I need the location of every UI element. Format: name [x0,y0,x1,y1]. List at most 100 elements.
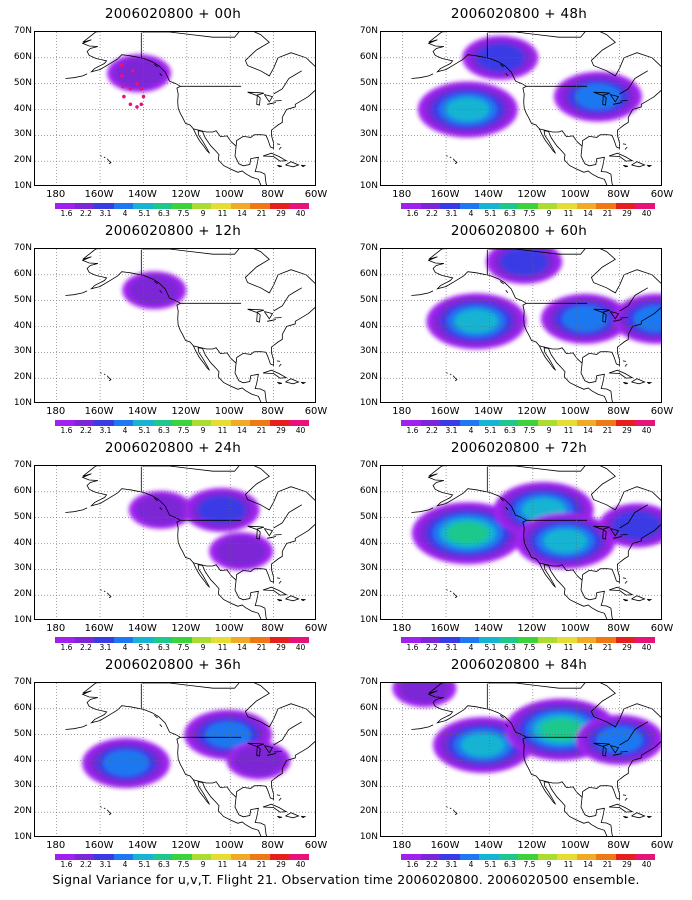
variance-field [411,481,661,569]
colorbar-swatch [401,203,421,209]
panel-title: 2006020800 + 48h [450,6,588,22]
lat-tick-label: 50N [13,728,32,739]
variance-contour [129,275,180,306]
lon-tick-label: 80W [607,406,630,417]
colorbar-label: 1.6 [60,426,73,435]
border-line [500,714,504,719]
border-line [624,363,628,367]
border-line [276,143,281,145]
colorbar-swatch [479,203,499,209]
border-line [500,63,504,68]
colorbar-swatch [250,854,270,860]
variance-contour [197,495,246,524]
border-line [620,317,628,319]
colorbar-swatch [498,637,518,643]
border-line [602,529,607,540]
border-line [106,592,112,599]
colorbar-label: 14 [237,860,247,869]
colorbar-label: 21 [256,209,267,218]
border-line [505,290,509,294]
lat-tick-label: 10N [13,615,32,625]
border-line [263,745,274,754]
lon-tick-label: 80W [607,840,630,851]
colorbar-swatch [250,637,270,643]
colorbar-label: 9 [546,860,552,869]
lat-tick-label: 70N [13,243,32,253]
colorbar-swatch [133,420,153,426]
colorbar-label: 29 [276,643,286,652]
border-line [620,534,628,536]
colorbar-swatch [459,637,479,643]
border-line [300,598,307,602]
variance-contour [205,721,252,748]
colorbar-swatch [74,203,94,209]
variance-field [128,487,274,571]
border-line [608,586,634,596]
lat-tick-label: 10N [13,398,32,408]
border-line [247,742,265,747]
colorbar-swatch [133,854,153,860]
border-line [449,373,452,376]
colorbar-label: 2.2 [426,860,438,869]
observation-point [139,102,144,107]
lon-tick-label: 80W [607,623,630,634]
variance-field [392,683,661,773]
colorbar-label: 2.2 [80,643,92,652]
lat-tick-label: 30N [13,780,32,791]
colorbar-label: 6.3 [158,426,170,435]
map-frame [34,682,316,837]
colorbar-label: 40 [641,643,652,652]
variance-contour [633,305,661,332]
border-line [159,724,163,728]
border-line [613,319,622,322]
colorbar-swatch [498,420,518,426]
colorbar-label: 1.6 [406,209,419,218]
border-line [602,746,607,757]
variance-field [417,35,642,138]
colorbar-label: 11 [217,209,228,218]
colorbar-label: 4 [122,643,128,652]
lat-tick-label: 60N [359,51,378,62]
colorbar-label: 29 [276,426,286,435]
colorbar-label: 3.1 [99,426,112,435]
colorbar-swatch [635,854,655,860]
colorbar-swatch [615,420,635,426]
border-line [619,721,649,746]
border-line [500,280,504,285]
border-line [262,369,288,379]
colorbar-swatch [94,854,114,860]
border-line [609,528,620,537]
colorbar-label: 5.1 [484,643,497,652]
variance-contour [216,536,267,567]
border-line [622,794,627,796]
colorbar-label: 4 [122,860,128,869]
colorbar-label: 11 [563,426,574,435]
lat-tick-label: 60N [359,702,378,713]
border-line [273,70,303,95]
lat-tick-label: 60N [359,268,378,279]
lat-tick-label: 30N [359,780,378,791]
colorbar-label: 11 [563,209,574,218]
border-line [619,504,649,529]
variance-contour [540,718,582,741]
border-line [247,308,265,313]
border-line [267,102,276,105]
variance-contour [446,522,489,545]
map-svg [381,249,661,402]
colorbar-labels: 1.6 2.2 3.1 4 5.1 6.3 7.5 9 11 14 21 29 40 [55,209,309,219]
colorbar-label: 9 [546,426,552,435]
lat-tick-label: 40N [13,103,32,114]
map-panel-84h: 2006020800 + 84h 70N 60N 50N 40N 30N 20N 10N 180… [346,651,692,869]
colorbar-swatch [498,854,518,860]
border-line [256,529,261,540]
colorbar-label: 11 [563,643,574,652]
panel-title: 2006020800 + 24h [104,440,242,456]
border-line [65,73,88,79]
colorbar-label: 21 [602,643,613,652]
border-line [646,381,653,385]
colorbar-swatch [576,420,596,426]
colorbar [55,637,309,643]
border-line [159,507,163,511]
lon-tick-label: 140W [127,623,157,634]
border-line [263,311,274,320]
